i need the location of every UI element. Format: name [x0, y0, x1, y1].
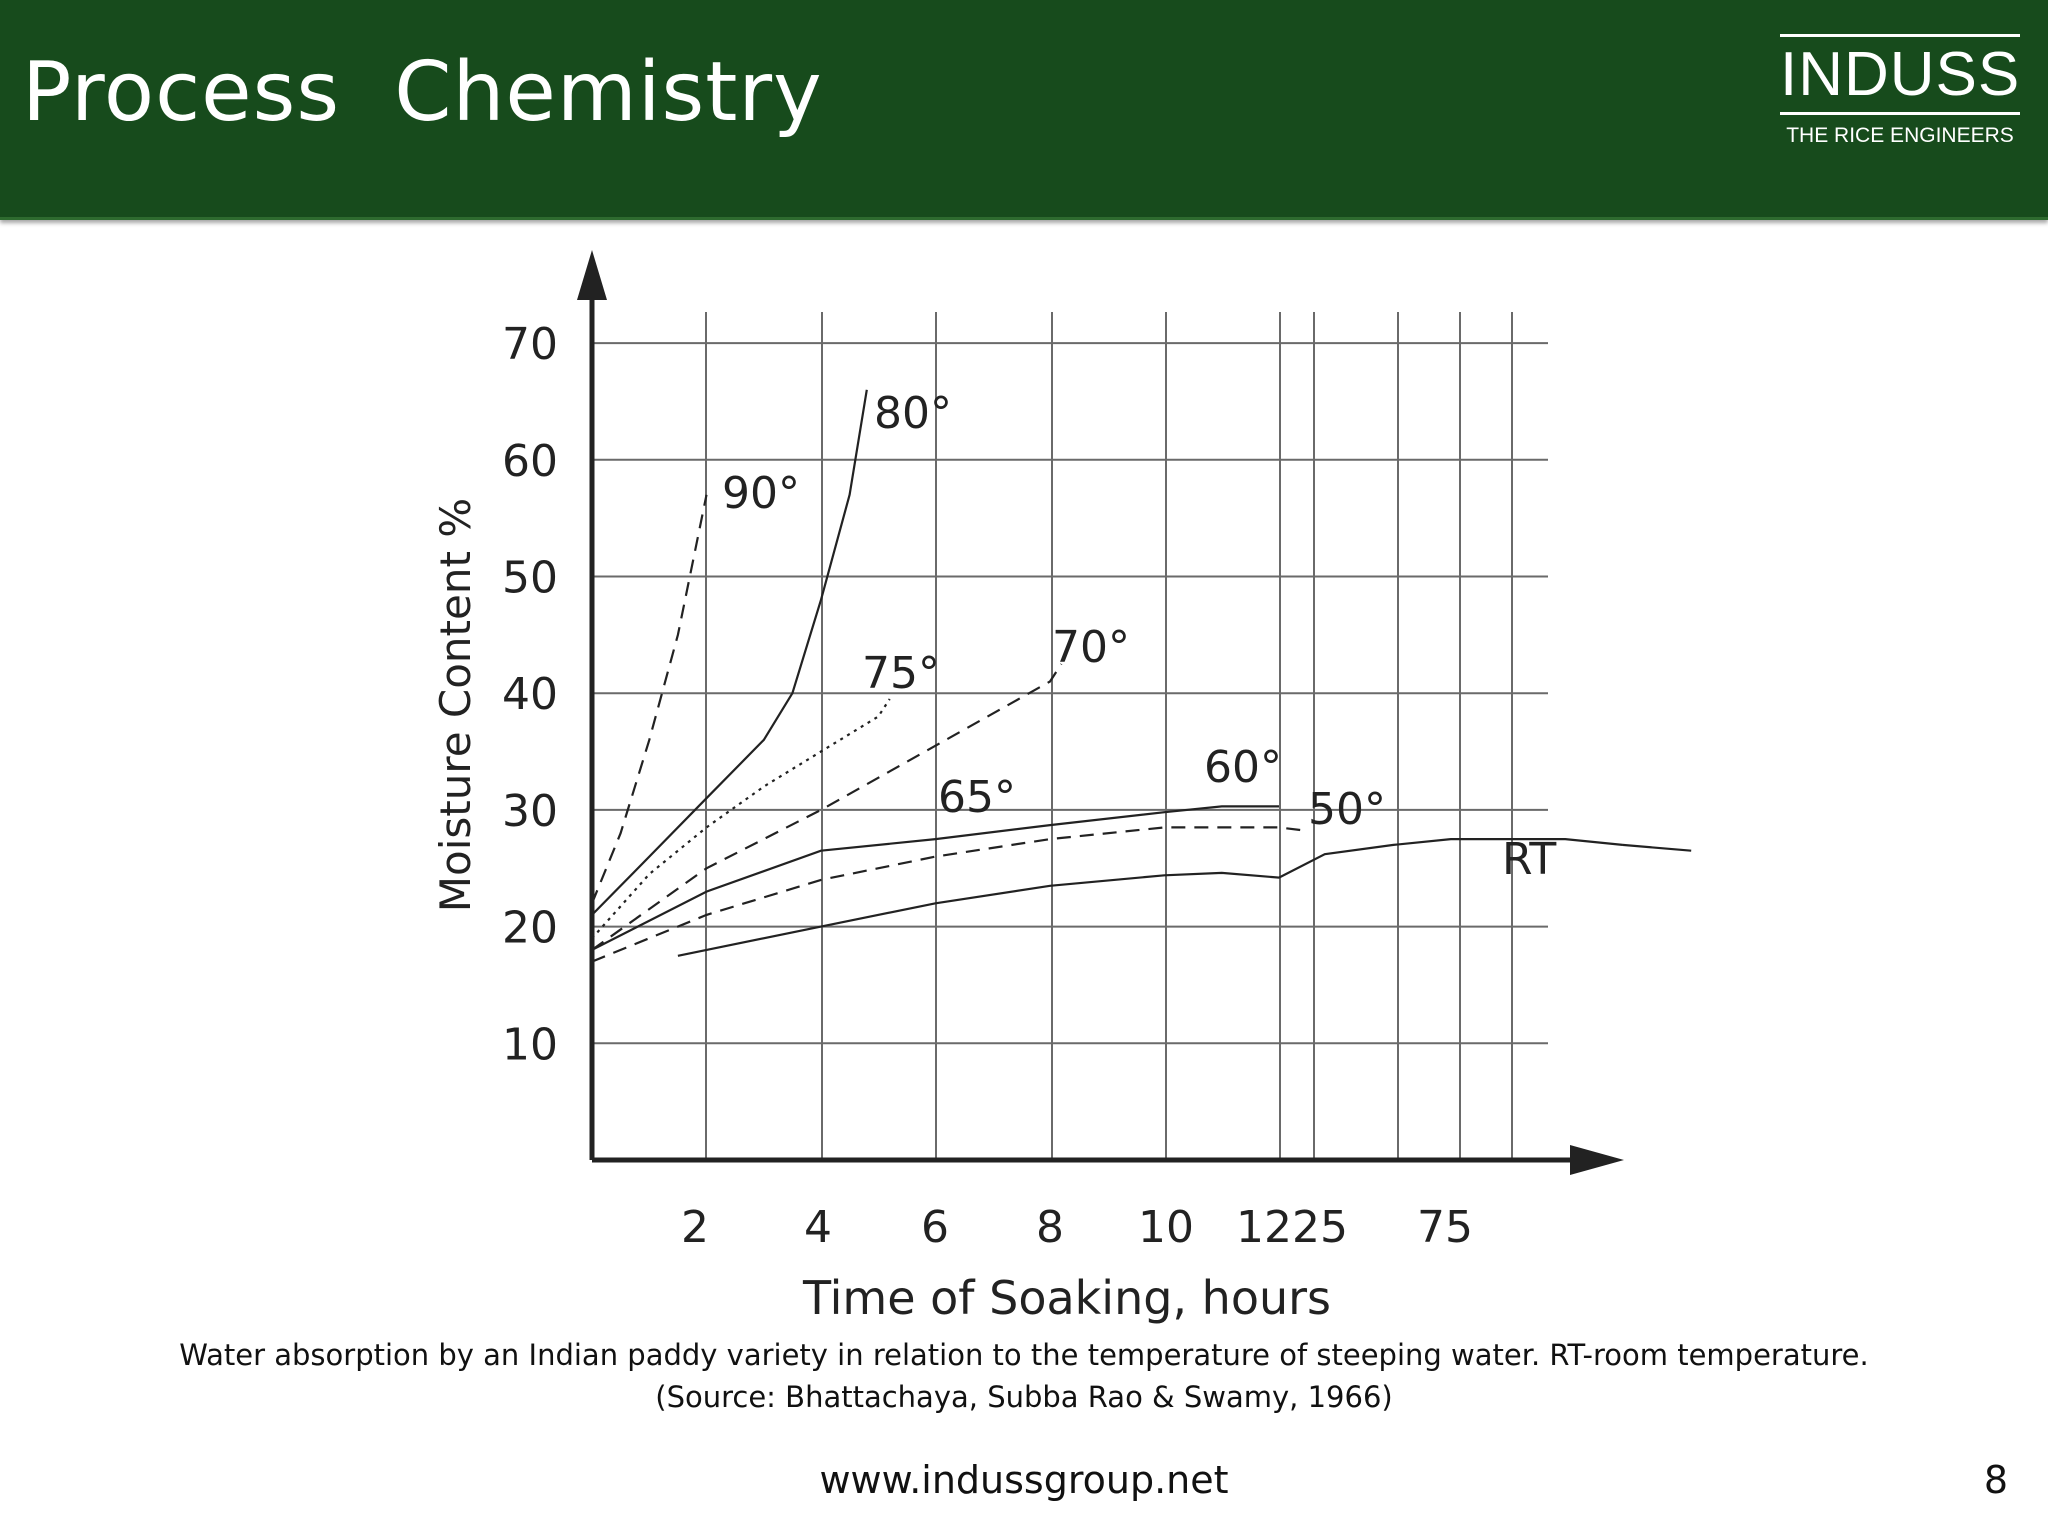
slide-header: Process Chemistry INDUSS THE RICE ENGINE…: [0, 0, 2048, 220]
y-tick-label: 70: [502, 319, 558, 370]
x-tick-label: 2: [681, 1202, 709, 1253]
series-label: 60°: [1204, 742, 1282, 793]
y-axis-arrow: [577, 250, 607, 300]
chart-series: [590, 389, 1692, 963]
chart-labels: 90° 80° 75° 70° 65° 60° 50° RT: [722, 388, 1556, 885]
chart-axes: 10 20 30 40 50 60 70 2 4 6 8 10 12 25 75: [502, 250, 1624, 1253]
chart-grid: [592, 312, 1548, 1160]
slide-title: Process Chemistry: [22, 45, 823, 140]
y-tick-label: 30: [502, 786, 558, 837]
series-label: RT: [1502, 834, 1556, 885]
y-tick-label: 50: [502, 553, 558, 604]
x-axis-arrow: [1570, 1145, 1624, 1175]
series-label: 70°: [1052, 622, 1130, 673]
series-line: [591, 698, 891, 940]
series-label: 75°: [862, 648, 940, 699]
x-tick-label: 75: [1417, 1202, 1473, 1253]
series-label: 80°: [874, 388, 952, 439]
series-line: [591, 826, 1308, 963]
x-tick-label: 6: [921, 1202, 949, 1253]
series-line: [591, 663, 1063, 951]
chart-caption: Water absorption by an Indian paddy vari…: [179, 1338, 1869, 1372]
series-line: [590, 494, 708, 904]
series-line: [591, 805, 1279, 951]
series-line: [1622, 843, 1692, 852]
y-tick-label: 10: [502, 1019, 558, 1070]
x-axis-label: Time of Soaking, hours: [802, 1271, 1331, 1325]
chart-source: (Source: Bhattachaya, Subba Rao & Swamy,…: [655, 1380, 1393, 1414]
x-tick-label: 4: [804, 1202, 832, 1253]
page-number: 8: [1983, 1458, 2008, 1502]
induss-logo: INDUSS THE RICE ENGINEERS: [1780, 34, 2020, 154]
y-tick-label: 60: [502, 436, 558, 487]
x-tick-label: 10: [1138, 1202, 1194, 1253]
x-tick-label: 25: [1292, 1202, 1348, 1253]
series-label: 90°: [722, 468, 800, 519]
logo-rule-top: [1780, 34, 2020, 37]
footer-url: www.indussgroup.net: [819, 1458, 1229, 1502]
y-axis-label: Moisture Content %: [431, 498, 480, 912]
x-tick-label: 12: [1236, 1202, 1292, 1253]
series-label: 50°: [1308, 784, 1386, 835]
logo-name: INDUSS: [1780, 40, 2021, 109]
y-tick-label: 40: [502, 669, 558, 720]
series-line: [677, 838, 1623, 957]
y-tick-label: 20: [502, 903, 558, 954]
series-label: 65°: [938, 772, 1016, 823]
x-tick-label: 8: [1036, 1202, 1064, 1253]
logo-rule-mid: [1780, 112, 2020, 115]
logo-tagline: THE RICE ENGINEERS: [1786, 124, 2014, 147]
moisture-chart: 10 20 30 40 50 60 70 2 4 6 8 10 12 25 75 90° 80° 75° 70° 6…: [431, 250, 1692, 1325]
series-line: [591, 389, 868, 916]
